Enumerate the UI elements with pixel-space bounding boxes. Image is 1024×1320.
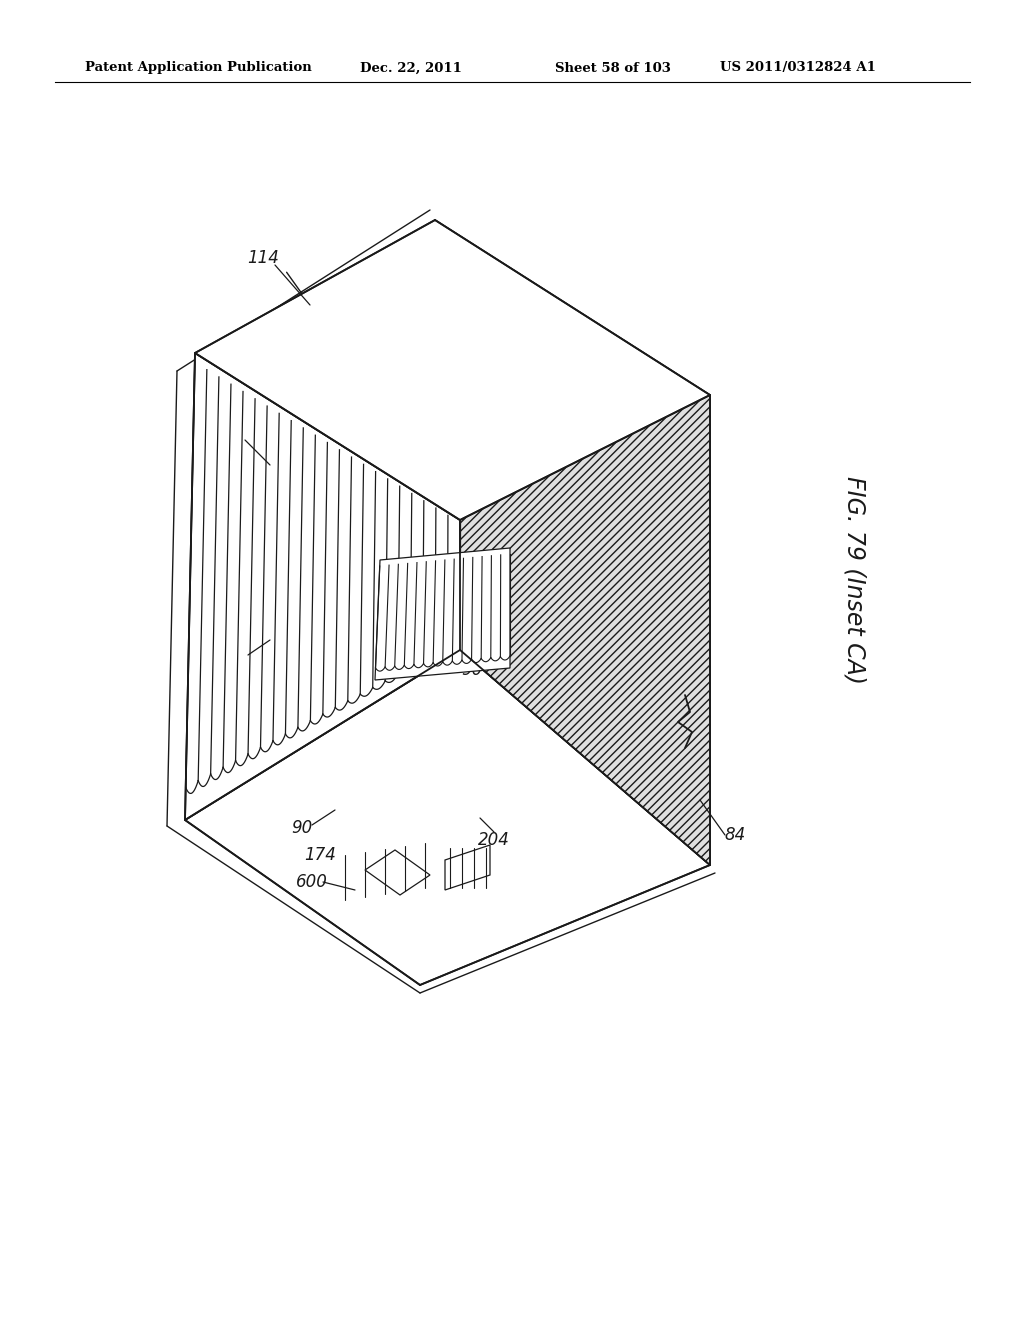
Polygon shape (445, 845, 490, 890)
Text: 204: 204 (478, 832, 510, 849)
Text: 84: 84 (724, 826, 745, 843)
Polygon shape (345, 220, 710, 520)
Text: FIG. 79 (Inset CA): FIG. 79 (Inset CA) (843, 477, 867, 684)
Text: 114: 114 (247, 249, 279, 267)
Text: Dec. 22, 2011: Dec. 22, 2011 (360, 62, 462, 74)
Text: 600: 600 (296, 873, 328, 891)
Polygon shape (460, 395, 710, 865)
Polygon shape (185, 352, 460, 820)
Polygon shape (185, 649, 710, 985)
Text: Sheet 58 of 103: Sheet 58 of 103 (555, 62, 671, 74)
Text: 174: 174 (304, 846, 336, 865)
Polygon shape (375, 548, 510, 680)
Text: Patent Application Publication: Patent Application Publication (85, 62, 311, 74)
Text: 131: 131 (216, 649, 248, 667)
Text: 90: 90 (292, 818, 312, 837)
Text: 90: 90 (462, 661, 482, 678)
Polygon shape (365, 850, 430, 895)
Polygon shape (460, 395, 710, 865)
Polygon shape (195, 220, 710, 520)
Text: US 2011/0312824 A1: US 2011/0312824 A1 (720, 62, 876, 74)
Text: 210: 210 (212, 432, 244, 449)
